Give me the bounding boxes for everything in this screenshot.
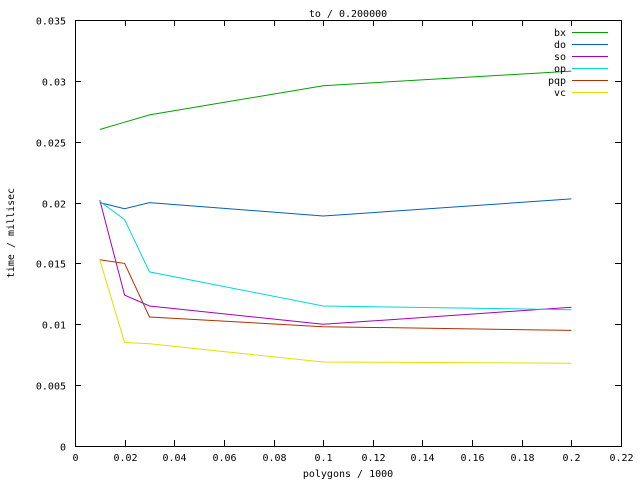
legend-label-so: so — [554, 52, 566, 63]
x-tick-label: 0.14 — [410, 453, 434, 464]
x-tick-label: 0.04 — [162, 453, 186, 464]
legend-label-vc: vc — [554, 88, 566, 99]
series-line-vc — [99, 259, 572, 364]
series-group — [99, 70, 572, 364]
x-tick-label: 0.18 — [510, 453, 534, 464]
x-tick-label: 0.16 — [460, 453, 484, 464]
series-line-pqp — [99, 259, 572, 331]
series-line-so — [99, 199, 572, 325]
series-line-op — [99, 200, 572, 311]
y-tick-label: 0.035 — [36, 17, 66, 28]
x-tick-label: 0.08 — [262, 453, 286, 464]
y-tick-label: 0.025 — [36, 139, 66, 150]
legend-label-do: do — [554, 40, 566, 51]
series-line-bx — [99, 70, 572, 130]
legend-label-bx: bx — [554, 28, 566, 39]
y-tick-label: 0 — [60, 443, 66, 454]
plot-frame — [75, 20, 622, 447]
y-tick-label: 0.02 — [42, 200, 66, 211]
axis-ticks: 0 0.02 0.04 0.06 0.08 0.1 0.12 0.14 0.16 0.18 0.2 0… — [36, 17, 634, 465]
y-tick-label: 0.005 — [36, 382, 66, 393]
y-tick-label: 0.01 — [42, 321, 66, 332]
chart-title: to / 0.200000 — [309, 9, 387, 20]
legend-label-pqp: pqp — [548, 76, 566, 87]
x-tick-label: 0.06 — [212, 453, 236, 464]
x-tick-label: 0.12 — [361, 453, 385, 464]
series-line-do — [99, 198, 572, 217]
x-tick-label: 0.22 — [609, 453, 633, 464]
x-tick-label: 0.1 — [314, 453, 332, 464]
x-tick-label: 0.02 — [113, 453, 137, 464]
x-axis-label: polygons / 1000 — [303, 469, 393, 480]
x-tick-label: 0 — [72, 453, 78, 464]
y-axis-label: time / millisec — [6, 188, 17, 278]
x-tick-label: 0.2 — [562, 453, 580, 464]
legend-label-op: op — [554, 64, 566, 75]
y-tick-label: 0.015 — [36, 260, 66, 271]
y-tick-label: 0.03 — [42, 78, 66, 89]
